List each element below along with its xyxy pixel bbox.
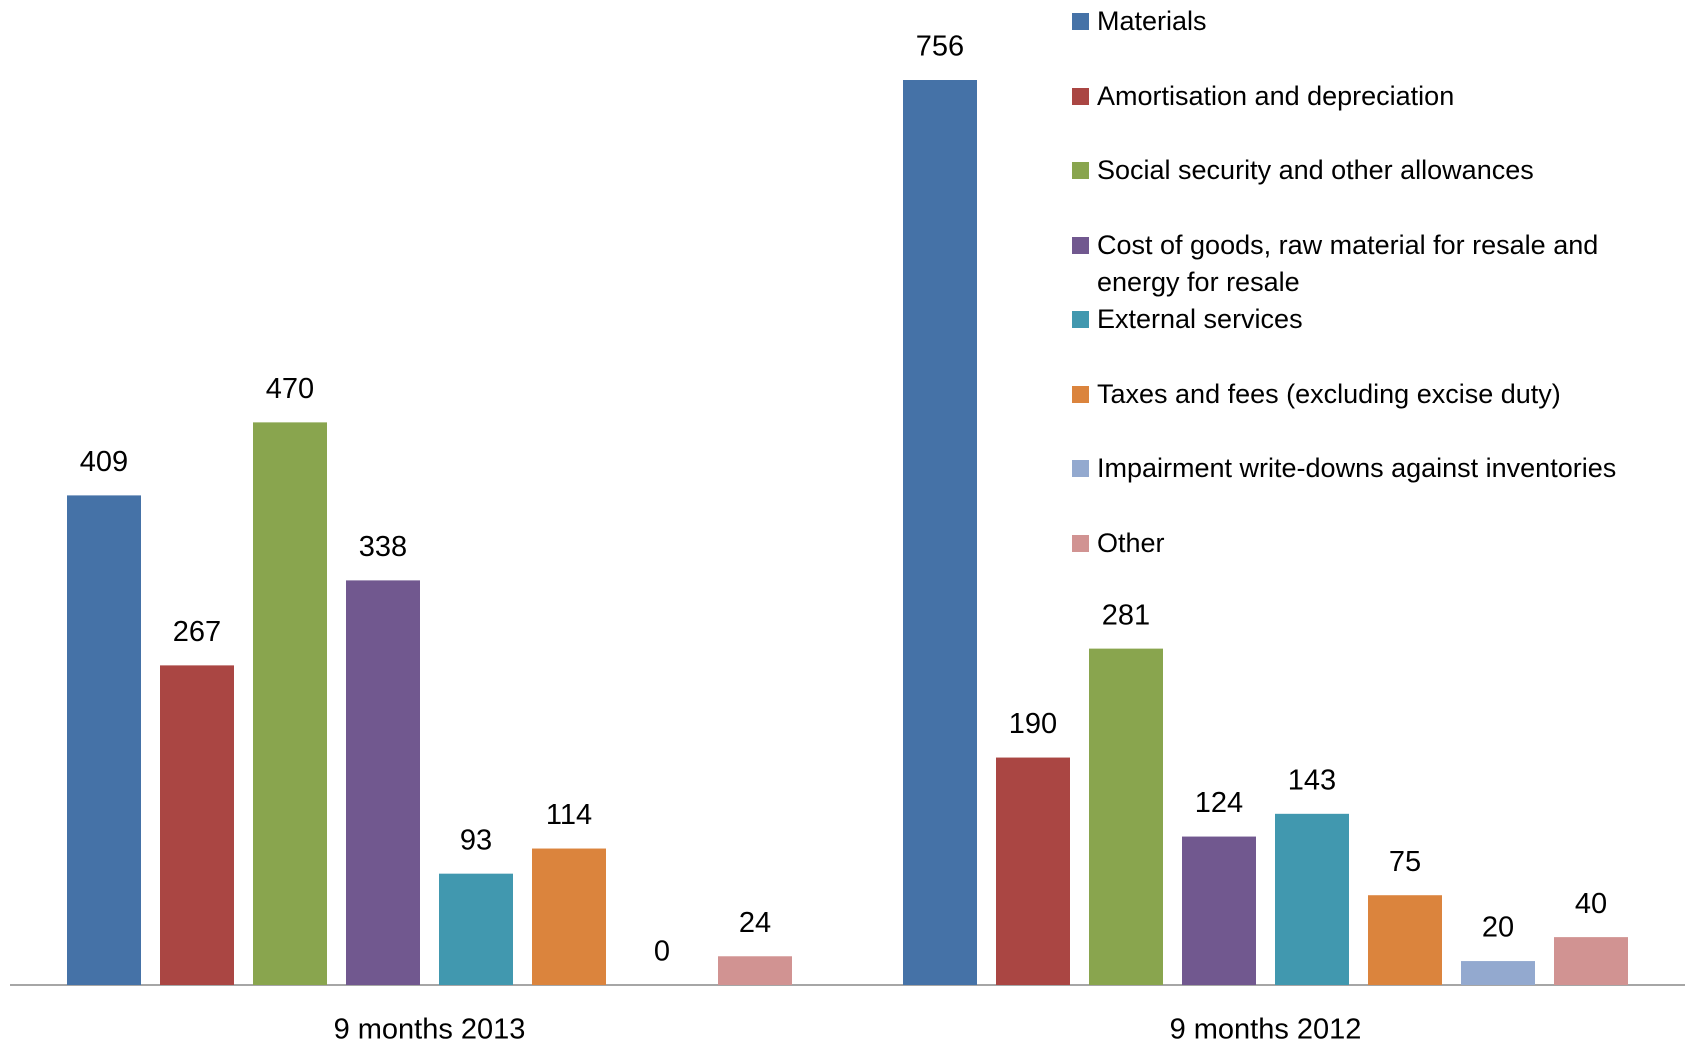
- data-label: 756: [916, 31, 964, 63]
- legend-item: Impairment write-downs against inventori…: [1072, 450, 1652, 487]
- data-label: 124: [1195, 787, 1243, 819]
- legend-label: Taxes and fees (excluding excise duty): [1097, 378, 1561, 409]
- data-label: 190: [1009, 708, 1057, 740]
- bar: [1182, 836, 1256, 985]
- bar: [160, 665, 234, 985]
- data-label: 20: [1482, 912, 1514, 944]
- bar: [532, 848, 606, 985]
- bar: [1275, 813, 1349, 985]
- data-label: 0: [654, 936, 670, 968]
- data-label: 114: [546, 799, 592, 831]
- x-tick-label: 9 months 2012: [1170, 1014, 1362, 1046]
- bar: [346, 580, 420, 985]
- data-label: 267: [173, 616, 221, 648]
- legend-item: Taxes and fees (excluding excise duty): [1072, 376, 1652, 413]
- legend-swatch: [1072, 87, 1089, 105]
- bar: [996, 757, 1070, 985]
- legend-label: Amortisation and depreciation: [1097, 80, 1455, 111]
- data-label: 281: [1102, 599, 1150, 631]
- bar: [1461, 961, 1535, 985]
- data-label: 75: [1389, 846, 1421, 878]
- data-label: 338: [359, 531, 407, 563]
- legend-item: Social security and other allowances: [1072, 152, 1652, 189]
- bar: [1089, 648, 1163, 985]
- bar: [718, 956, 792, 985]
- bar: [439, 873, 513, 985]
- bar: [903, 80, 977, 985]
- legend-label: Other: [1097, 527, 1165, 558]
- legend-item: External services: [1072, 301, 1652, 338]
- data-label: 40: [1575, 888, 1607, 920]
- legend-item: Amortisation and depreciation: [1072, 78, 1652, 115]
- legend-swatch: [1072, 236, 1089, 254]
- data-label: 24: [739, 907, 771, 939]
- data-label: 409: [80, 446, 128, 478]
- data-label: 93: [460, 824, 492, 856]
- data-label: 143: [1288, 764, 1336, 796]
- legend-swatch: [1072, 162, 1089, 179]
- legend-label: Cost of goods, raw material for resale a…: [1097, 229, 1599, 297]
- legend-label: Impairment write-downs against inventori…: [1097, 453, 1617, 483]
- legend-swatch: [1072, 534, 1089, 552]
- legend-item: Other: [1072, 525, 1652, 562]
- bar: [253, 422, 327, 985]
- legend-swatch: [1072, 13, 1089, 30]
- bar: [1368, 895, 1442, 985]
- legend-swatch: [1072, 460, 1089, 477]
- legend-item: Materials: [1072, 3, 1652, 40]
- legend-label: Social security and other allowances: [1097, 155, 1534, 185]
- data-label: 470: [266, 373, 314, 405]
- bar: [67, 495, 141, 985]
- bar: [1554, 937, 1628, 985]
- legend-label: External services: [1097, 304, 1303, 334]
- legend-label: Materials: [1097, 6, 1207, 36]
- legend-item: Cost of goods, raw material for resale a…: [1072, 227, 1652, 301]
- x-tick-label: 9 months 2013: [334, 1014, 526, 1046]
- legend-swatch: [1072, 385, 1089, 403]
- legend-swatch: [1072, 311, 1089, 328]
